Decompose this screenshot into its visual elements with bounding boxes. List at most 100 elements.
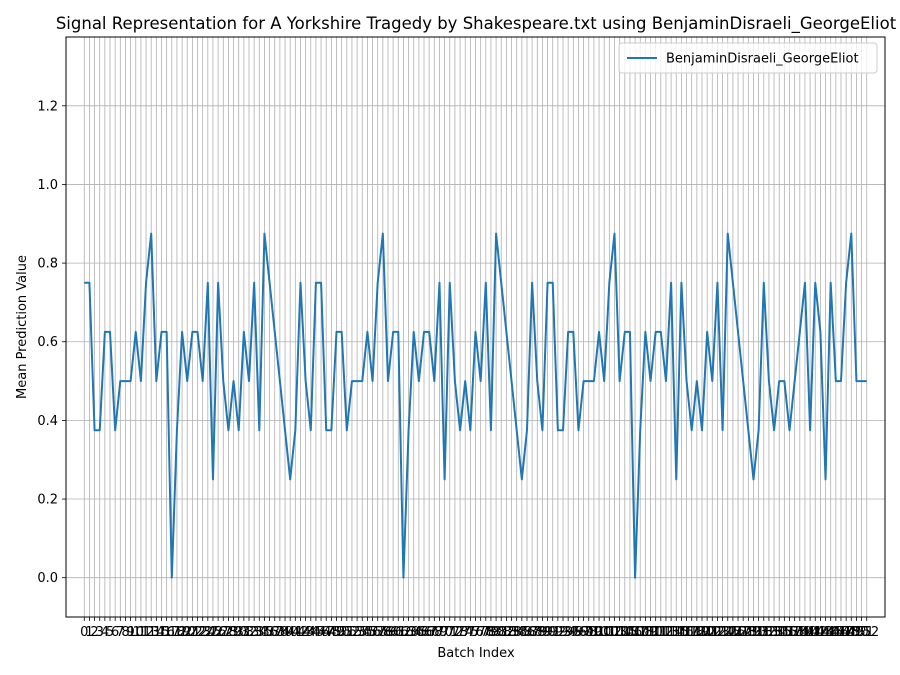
x-tick-label: 7 xyxy=(116,625,124,640)
y-tick-label: 0.4 xyxy=(37,414,58,429)
x-tick-label: 68 xyxy=(426,625,443,640)
x-tick-label: 9 xyxy=(126,625,134,640)
x-tick-label: 149 xyxy=(839,625,864,640)
x-tick-label: 21 xyxy=(184,625,201,640)
x-tick-label: 80 xyxy=(488,625,505,640)
x-tick-label: 50 xyxy=(333,625,350,640)
x-tick-label: 96 xyxy=(570,625,587,640)
x-tick-label: 1 xyxy=(85,625,93,640)
x-tick-label: 144 xyxy=(813,625,838,640)
x-tick-label: 121 xyxy=(695,625,720,640)
x-tick-label: 48 xyxy=(323,625,340,640)
x-tick-label: 106 xyxy=(618,625,643,640)
x-tick-label: 143 xyxy=(808,625,833,640)
x-tick-label: 55 xyxy=(359,625,376,640)
x-tick-label: 23 xyxy=(194,625,211,640)
x-tick-label: 41 xyxy=(287,625,304,640)
x-tick-label: 101 xyxy=(592,625,617,640)
x-tick-label: 145 xyxy=(818,625,843,640)
x-tick-label: 152 xyxy=(854,625,879,640)
x-tick-label: 34 xyxy=(251,625,268,640)
x-tick-label: 86 xyxy=(519,625,536,640)
x-tick-label: 2 xyxy=(90,625,98,640)
x-tick-label: 131 xyxy=(746,625,771,640)
x-tick-label: 40 xyxy=(282,625,299,640)
x-tick-label: 130 xyxy=(741,625,766,640)
x-tick-label: 89 xyxy=(534,625,551,640)
x-tick-label: 13 xyxy=(143,625,160,640)
x-tick-label: 28 xyxy=(220,625,237,640)
x-tick-label: 112 xyxy=(648,625,673,640)
x-tick-label: 3 xyxy=(96,625,104,640)
x-tick-label: 32 xyxy=(241,625,258,640)
x-tick-label: 57 xyxy=(369,625,386,640)
x-tick-label: 14 xyxy=(148,625,165,640)
x-tick-label: 69 xyxy=(431,625,448,640)
x-tick-label: 126 xyxy=(720,625,745,640)
x-axis-ticks: 0123456789101112131415161718192021222324… xyxy=(80,617,879,640)
x-tick-label: 110 xyxy=(638,625,663,640)
x-tick-label: 136 xyxy=(772,625,797,640)
x-tick-label: 111 xyxy=(643,625,668,640)
x-tick-label: 117 xyxy=(674,625,699,640)
x-tick-label: 148 xyxy=(834,625,859,640)
x-tick-label: 25 xyxy=(205,625,222,640)
x-tick-label: 64 xyxy=(405,625,422,640)
x-tick-label: 100 xyxy=(587,625,612,640)
y-axis-label: Mean Prediction Value xyxy=(15,255,30,399)
x-tick-label: 78 xyxy=(478,625,495,640)
x-tick-label: 37 xyxy=(266,625,283,640)
x-tick-label: 108 xyxy=(628,625,653,640)
x-tick-label: 150 xyxy=(844,625,869,640)
x-tick-label: 113 xyxy=(654,625,679,640)
x-tick-label: 134 xyxy=(762,625,787,640)
x-tick-label: 61 xyxy=(390,625,407,640)
x-tick-label: 15 xyxy=(153,625,170,640)
x-tick-label: 114 xyxy=(659,625,684,640)
x-tick-label: 45 xyxy=(308,625,325,640)
x-tick-label: 17 xyxy=(164,625,181,640)
x-tick-label: 97 xyxy=(575,625,592,640)
x-tick-label: 118 xyxy=(679,625,704,640)
x-tick-label: 63 xyxy=(400,625,417,640)
x-tick-label: 137 xyxy=(777,625,802,640)
x-tick-label: 70 xyxy=(436,625,453,640)
x-tick-label: 84 xyxy=(508,625,525,640)
x-tick-label: 99 xyxy=(586,625,603,640)
x-tick-label: 88 xyxy=(529,625,546,640)
x-tick-label: 103 xyxy=(602,625,627,640)
x-tick-label: 77 xyxy=(472,625,489,640)
x-tick-label: 72 xyxy=(447,625,464,640)
x-tick-label: 51 xyxy=(339,625,356,640)
x-tick-label: 107 xyxy=(623,625,648,640)
x-tick-label: 146 xyxy=(823,625,848,640)
x-tick-label: 20 xyxy=(179,625,196,640)
x-tick-label: 115 xyxy=(664,625,689,640)
x-tick-label: 132 xyxy=(751,625,776,640)
x-tick-label: 29 xyxy=(225,625,242,640)
y-tick-label: 0.2 xyxy=(37,493,58,508)
x-tick-label: 0 xyxy=(80,625,88,640)
x-tick-label: 133 xyxy=(757,625,782,640)
x-tick-label: 135 xyxy=(767,625,792,640)
x-tick-label: 66 xyxy=(416,625,433,640)
x-tick-label: 12 xyxy=(138,625,155,640)
legend-label: BenjaminDisraeli_GeorgeEliot xyxy=(666,52,859,67)
x-tick-label: 22 xyxy=(189,625,206,640)
x-tick-label: 24 xyxy=(200,625,217,640)
y-tick-label: 1.2 xyxy=(37,99,58,114)
x-tick-label: 85 xyxy=(514,625,531,640)
x-tick-label: 56 xyxy=(364,625,381,640)
x-tick-label: 98 xyxy=(580,625,597,640)
x-tick-label: 127 xyxy=(726,625,751,640)
x-tick-label: 116 xyxy=(669,625,694,640)
x-tick-label: 46 xyxy=(313,625,330,640)
x-tick-label: 42 xyxy=(292,625,309,640)
x-tick-label: 129 xyxy=(736,625,761,640)
x-tick-label: 16 xyxy=(158,625,175,640)
x-tick-label: 6 xyxy=(111,625,119,640)
x-tick-label: 8 xyxy=(121,625,129,640)
x-tick-label: 139 xyxy=(787,625,812,640)
x-tick-label: 141 xyxy=(798,625,823,640)
legend-box xyxy=(618,42,878,74)
